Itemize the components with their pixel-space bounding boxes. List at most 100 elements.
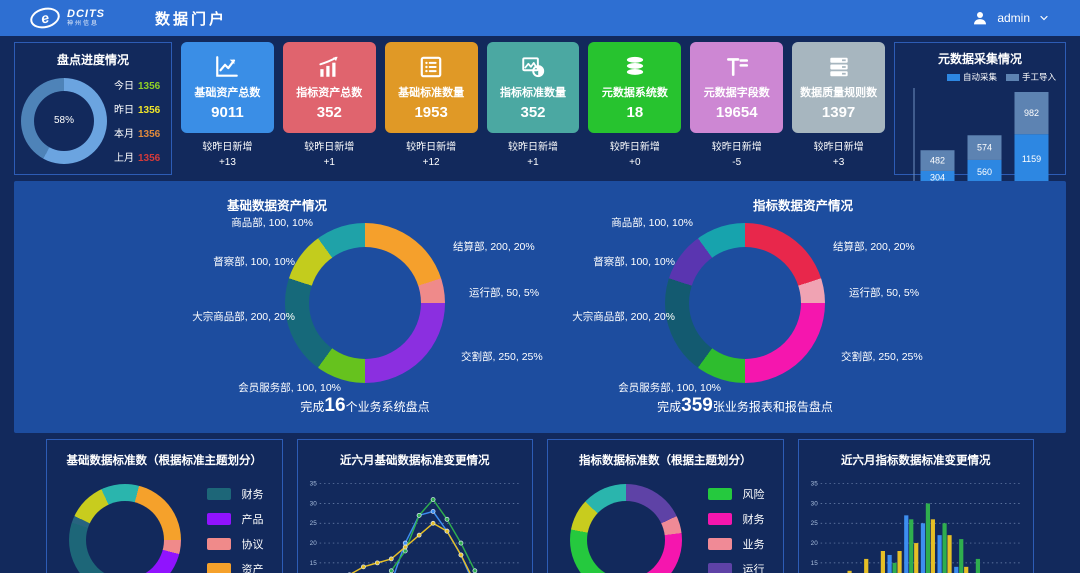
legend-swatch <box>707 513 732 525</box>
metadata-legend: 自动采集 手工导入 <box>900 71 1060 83</box>
server-icon <box>826 54 852 80</box>
legend-item: 产品 <box>206 511 264 527</box>
slice-label: 大宗商品部, 200, 20% <box>192 311 295 323</box>
legend-item: 财务 <box>206 486 264 502</box>
svg-text:30: 30 <box>309 500 317 507</box>
progress-donut-chart: 58% <box>21 77 107 164</box>
svg-text:482: 482 <box>930 156 945 166</box>
stat-value: 1356 <box>138 129 161 140</box>
kpi-card-box[interactable]: 元数据系统数 18 <box>588 42 682 133</box>
legend-label: 自动采集 <box>962 72 997 82</box>
svg-text:15: 15 <box>810 560 818 567</box>
kpi-card-box[interactable]: 指标标准数量 352 <box>486 42 580 133</box>
app-logo[interactable]: e DCITS 神州信息 <box>28 4 105 32</box>
stat-row: 今日 1356 <box>114 77 160 92</box>
kpi-delta: 较昨日新增 +13 <box>202 142 253 168</box>
slice-label: 运行部, 50, 5% <box>469 287 540 299</box>
legend-item: 资产 <box>206 561 264 573</box>
panel-title: 盘点进度情况 <box>56 53 129 67</box>
legend-item: 风险 <box>707 486 765 502</box>
legend-item: 协议 <box>206 536 264 552</box>
standards-row: 基础数据标准数（根据标准主题划分） 财务 产品 协议 资产 员工 近六月基础数据… <box>14 439 1066 573</box>
slice-label: 商品部, 100, 10% <box>611 217 693 229</box>
legend-swatch <box>206 513 231 525</box>
logo-text: DCITS <box>67 8 105 20</box>
slice-label: 商品部, 100, 10% <box>231 217 313 229</box>
kpi-card-box[interactable]: 基础标准数量 1953 <box>384 42 478 133</box>
stat-label: 昨日 <box>114 105 134 116</box>
legend-item: 业务 <box>707 536 765 552</box>
progress-stats: 今日 1356 昨日 1356 本月 1356 上月 1356 <box>114 77 160 164</box>
list-icon <box>418 54 444 80</box>
kpi-card-box[interactable]: 指标资产总数 352 <box>282 42 376 133</box>
legend-swatch <box>206 563 231 573</box>
legend-item: 运行 <box>707 561 765 573</box>
base-asset-chart: 基础数据资产情况 商品部, 100, 10% 结算部, 200, 20% 运行部… <box>14 181 542 433</box>
legend-swatch <box>206 538 231 550</box>
kpi-delta: 较昨日新增 +1 <box>508 142 558 168</box>
kpi-delta: 较昨日新增 +1 <box>304 142 355 168</box>
database-icon <box>622 54 648 80</box>
base-standards-donut-chart <box>69 484 181 573</box>
user-menu[interactable]: admin <box>971 9 1050 27</box>
text-field-icon <box>724 54 750 80</box>
kpi-card-box[interactable]: 元数据字段数 19654 <box>690 42 784 133</box>
completion-caption: 完成16个业务系统盘点 <box>300 395 430 416</box>
index-asset-chart: 指标数据资产情况 商品部, 100, 10% 结算部, 200, 20% 运行部… <box>540 181 1066 433</box>
progress-percent: 58% <box>53 115 74 126</box>
legend-label: 业务 <box>742 539 765 551</box>
base-standards-trend-panel: 近六月基础数据标准变更情况 3530252015105 <box>296 439 533 573</box>
base-standards-legend: 财务 产品 协议 资产 员工 <box>206 486 264 573</box>
kpi-delta: 较昨日新增 +0 <box>609 142 660 168</box>
chevron-down-icon <box>1040 15 1048 21</box>
kpi-card-box[interactable]: 基础资产总数 9011 <box>181 42 274 133</box>
slice-label: 结算部, 200, 20% <box>453 241 535 253</box>
stat-value: 1356 <box>138 81 161 92</box>
legend-label: 财务 <box>742 514 765 526</box>
kpi-card-metadata-fields: 元数据字段数 19654 较昨日新增 -5 <box>690 42 784 175</box>
panel-title: 指标数据标准数（根据主题划分） <box>579 455 752 467</box>
stat-label: 今日 <box>114 81 134 92</box>
slice-label: 督察部, 100, 10% <box>593 256 675 268</box>
user-avatar-icon <box>974 12 987 25</box>
stat-label: 上月 <box>114 153 134 164</box>
asset-overview-panel: 基础数据资产情况 商品部, 100, 10% 结算部, 200, 20% 运行部… <box>14 181 1066 433</box>
legend-label: 风险 <box>742 489 765 501</box>
slice-label: 会员服务部, 100, 10% <box>618 382 721 394</box>
index-standards-legend: 风险 财务 业务 运行 信息 <box>707 486 765 573</box>
legend-label: 手工导入 <box>1021 72 1056 82</box>
svg-text:35: 35 <box>810 481 818 488</box>
kpi-card-box[interactable]: 数据质量规则数 1397 <box>792 42 886 133</box>
panel-title: 近六月指标数据标准变更情况 <box>841 455 991 467</box>
chart-title: 基础数据资产情况 <box>226 199 327 213</box>
panel-title: 元数据采集情况 <box>937 52 1022 66</box>
legend-swatch <box>707 563 732 573</box>
kpi-card-index-standards: 指标标准数量 352 较昨日新增 +1 <box>486 42 580 175</box>
index-asset-donut-chart <box>665 223 825 383</box>
bar-chart-arrow-icon <box>316 54 342 80</box>
metadata-stacked-bar-chart: 304482SCHEMA560574TABLE1159982COLUMN <box>913 88 1055 197</box>
base-asset-donut-chart <box>285 223 445 383</box>
legend-item: 自动采集 <box>946 71 997 83</box>
kpi-card-base-assets: 基础资产总数 9011 较昨日新增 +13 <box>181 42 274 175</box>
svg-text:25: 25 <box>810 520 818 527</box>
slice-label: 会员服务部, 100, 10% <box>238 382 341 394</box>
kpi-delta: 较昨日新增 +12 <box>406 142 457 168</box>
completion-caption: 完成359张业务报表和报告盘点 <box>657 395 833 416</box>
legend-swatch <box>206 488 231 500</box>
slice-label: 运行部, 50, 5% <box>849 287 920 299</box>
kpi-card-metadata-systems: 元数据系统数 18 较昨日新增 +0 <box>588 42 682 175</box>
base-standards-donut-panel: 基础数据标准数（根据标准主题划分） 财务 产品 协议 资产 员工 <box>46 439 283 573</box>
legend-label: 运行 <box>742 564 765 573</box>
legend-swatch <box>946 73 960 81</box>
panel-title: 近六月基础数据标准变更情况 <box>340 455 490 467</box>
legend-label: 财务 <box>241 489 264 501</box>
legend-label: 资产 <box>241 564 264 573</box>
index-standards-donut-chart <box>570 484 682 573</box>
kpi-delta: 较昨日新增 +3 <box>813 142 864 168</box>
legend-swatch <box>707 488 732 500</box>
username: admin <box>997 11 1030 25</box>
legend-item: 财务 <box>707 511 765 527</box>
legend-swatch <box>1005 73 1019 81</box>
metadata-collection-panel: 元数据采集情况 自动采集 手工导入 304482SCHEMA560574TABL… <box>894 42 1066 197</box>
